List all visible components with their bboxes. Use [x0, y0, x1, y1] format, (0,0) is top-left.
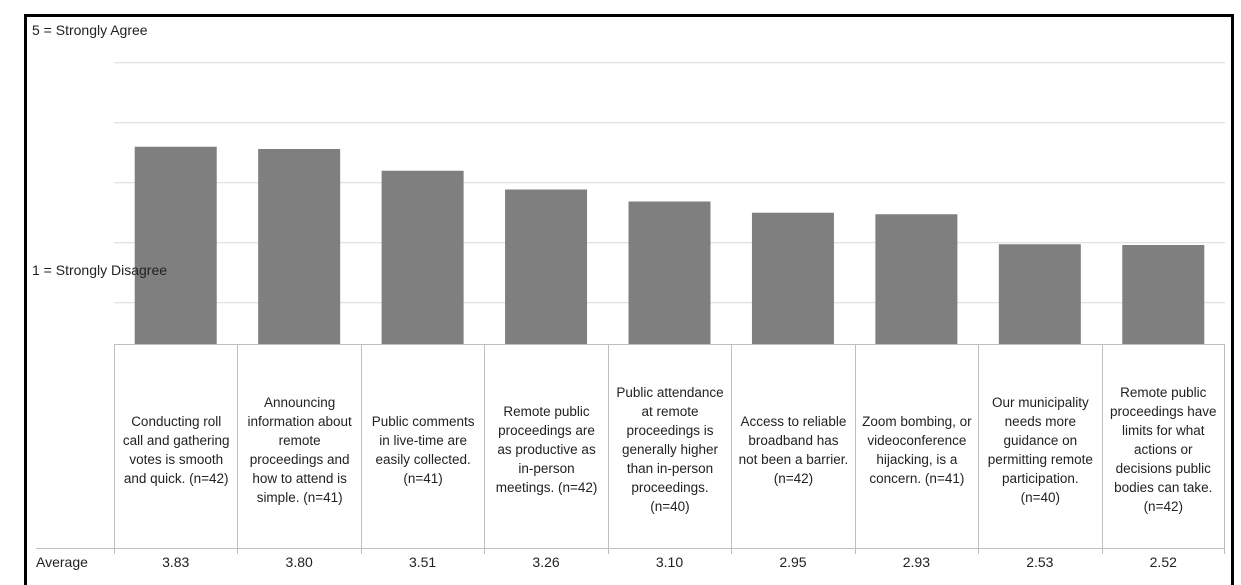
category-label: Remote public proceedings are as product…: [484, 344, 608, 554]
bar: [505, 189, 588, 344]
average-value: 2.95: [779, 554, 807, 570]
category-label: Remote public proceedings have limits fo…: [1101, 344, 1225, 554]
category-label: Conducting roll call and gathering votes…: [114, 344, 238, 554]
bar: [751, 212, 834, 344]
y-bottom-label: 1 = Strongly Disagree: [32, 262, 168, 278]
average-value: 2.52: [1149, 554, 1177, 570]
average-value: 3.26: [532, 554, 560, 570]
category-table: Conducting roll call and gathering votes…: [114, 344, 1225, 580]
average-row-label: Average: [36, 554, 88, 570]
category-label: Public comments in live-time are easily …: [360, 344, 485, 554]
average-row-divider: [36, 548, 1225, 549]
bar: [381, 170, 464, 344]
chart-frame: [24, 14, 1234, 585]
average-value: 3.51: [408, 554, 437, 570]
category-label: Public attendance at remote proceedings …: [607, 344, 732, 554]
bar: [875, 214, 958, 344]
average-value: 2.93: [902, 554, 930, 570]
category-label: Announcing information about remote proc…: [237, 344, 361, 554]
category-label: Access to reliable broadband has not bee…: [731, 344, 855, 554]
bar: [1122, 245, 1205, 344]
average-value: 3.10: [655, 554, 684, 570]
bar: [998, 244, 1081, 344]
average-value: 3.83: [162, 554, 190, 570]
category-label: Zoom bombing, or videoconference hijacki…: [854, 344, 979, 554]
average-value: 2.53: [1026, 554, 1054, 570]
category-label: Our municipality needs more guidance on …: [978, 344, 1102, 554]
bar: [134, 146, 217, 344]
y-top-label: 5 = Strongly Agree: [32, 22, 148, 38]
bar: [258, 149, 341, 344]
bar: [628, 201, 711, 344]
average-value: 3.80: [285, 554, 313, 570]
